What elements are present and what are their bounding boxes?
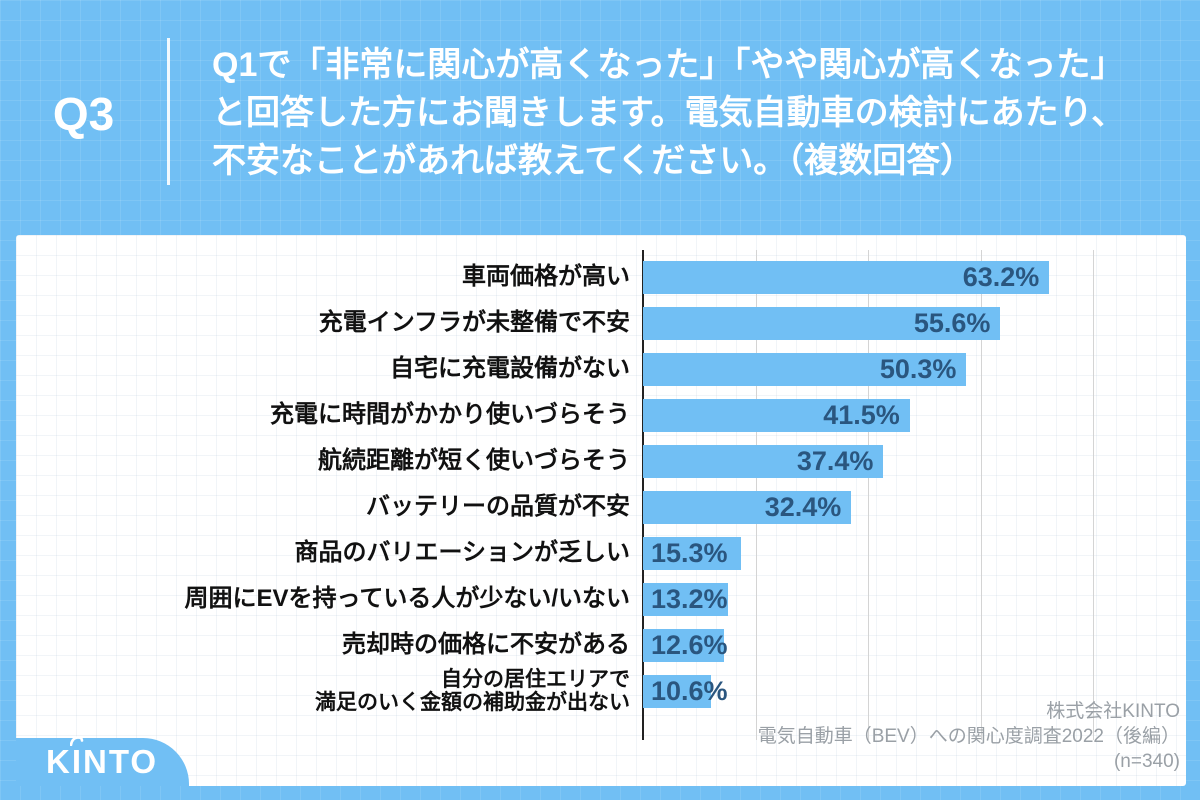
bar-area: 15.3% — [643, 530, 1186, 576]
bar-chart: 車両価格が高い 63.2% 充電インフラが未整備で不安 55.6% 自宅に充電設備がない… — [16, 254, 1186, 714]
gridline — [1093, 250, 1094, 740]
bar-area: 12.6% — [643, 622, 1186, 668]
logo-curl-icon — [69, 736, 84, 746]
bar-row: 航続距離が短く使いづらそう 37.4% — [16, 438, 1186, 484]
value-label: 55.6% — [913, 307, 991, 338]
category-label: 自分の居住エリアで 満足のいく金額の補助金が出ない — [315, 668, 630, 714]
value-label: 32.4% — [764, 491, 842, 522]
bar — [643, 398, 910, 432]
category-label: 周囲にEVを持っている人が少ない/いない — [184, 585, 630, 612]
question-line-3: 不安なことがあれば教えてください。（複数回答） — [212, 142, 975, 180]
bar-row: 自宅に充電設備がない 50.3% — [16, 346, 1186, 392]
header-divider — [167, 38, 170, 185]
value-label: 12.6% — [651, 629, 728, 660]
logo-letter-k: K — [46, 743, 72, 780]
bar-area: 41.5% — [643, 392, 1186, 438]
kinto-logo-tab: K INTO — [16, 736, 189, 786]
bar — [643, 490, 852, 524]
question-text: Q1で「非常に関心が高くなった」「やや関心が高くなった」 と回答した方にお聞きし… — [212, 41, 1125, 185]
question-line-2: と回答した方にお聞きします。電気自動車の検討にあたり、 — [212, 94, 1126, 132]
source-note: 株式会社KINTO 電気自動車（BEV）への関心度調査2022（後編） (n=3… — [758, 699, 1180, 774]
bar-row: 充電に時間がかかり使いづらそう 41.5% — [16, 392, 1186, 438]
value-label: 15.3% — [651, 537, 728, 568]
bar-row: 車両価格が高い 63.2% — [16, 254, 1186, 300]
bar-row: 周囲にEVを持っている人が少ない/いない 13.2% — [16, 576, 1186, 622]
gridline — [868, 250, 869, 740]
bar — [643, 260, 1050, 294]
bar — [643, 536, 742, 570]
category-label: 航続距離が短く使いづらそう — [318, 447, 630, 474]
source-line-1: 株式会社KINTO — [1046, 701, 1180, 722]
bar-area: 13.2% — [643, 576, 1186, 622]
logo-letters-nto: NTO — [83, 743, 159, 780]
bar — [643, 352, 967, 386]
value-label: 37.4% — [796, 445, 874, 476]
source-line-3: (n=340) — [1113, 751, 1180, 772]
bar-row: バッテリーの品質が不安 32.4% — [16, 484, 1186, 530]
question-line-1: Q1で「非常に関心が高くなった」「やや関心が高くなった」 — [212, 46, 1125, 84]
value-label: 10.6% — [651, 675, 728, 706]
bar-area: 55.6% — [643, 300, 1186, 346]
bar — [643, 306, 1001, 340]
bar-area: 63.2% — [643, 254, 1186, 300]
category-label: 自宅に充電設備がない — [390, 355, 630, 382]
bar — [643, 582, 728, 616]
question-number: Q3 — [52, 88, 115, 140]
bar — [643, 444, 884, 478]
value-label: 50.3% — [879, 353, 957, 384]
bar-row: 自分の居住エリアで 満足のいく金額の補助金が出ない 10.6% — [16, 668, 1186, 714]
bar-area: 10.6% — [643, 668, 1186, 714]
bar-row: 売却時の価格に不安がある 12.6% — [16, 622, 1186, 668]
bar — [643, 674, 712, 708]
value-label: 63.2% — [962, 261, 1040, 292]
bar-area: 37.4% — [643, 438, 1186, 484]
bar — [643, 628, 724, 662]
bar-row: 商品のバリエーションが乏しい 15.3% — [16, 530, 1186, 576]
category-label: 充電インフラが未整備で不安 — [318, 309, 630, 336]
value-label: 13.2% — [651, 583, 728, 614]
category-label: 商品のバリエーションが乏しい — [294, 539, 630, 566]
value-label: 41.5% — [823, 399, 900, 430]
bar-area: 32.4% — [643, 484, 1186, 530]
category-label: 車両価格が高い — [462, 263, 630, 290]
bar-row: 充電インフラが未整備で不安 55.6% — [16, 300, 1186, 346]
logo-letter-i: I — [69, 736, 84, 778]
bar-area: 50.3% — [643, 346, 1186, 392]
source-line-2: 電気自動車（BEV）への関心度調査2022（後編） — [757, 726, 1180, 747]
chart-card: 車両価格が高い 63.2% 充電インフラが未整備で不安 55.6% 自宅に充電設備がない… — [16, 235, 1186, 786]
category-label: 売却時の価格に不安がある — [342, 631, 630, 658]
gridline — [980, 250, 982, 740]
kinto-logo: K INTO — [46, 736, 159, 780]
category-label: 充電に時間がかかり使いづらそう — [270, 401, 630, 428]
category-label: バッテリーの品質が不安 — [366, 493, 630, 520]
